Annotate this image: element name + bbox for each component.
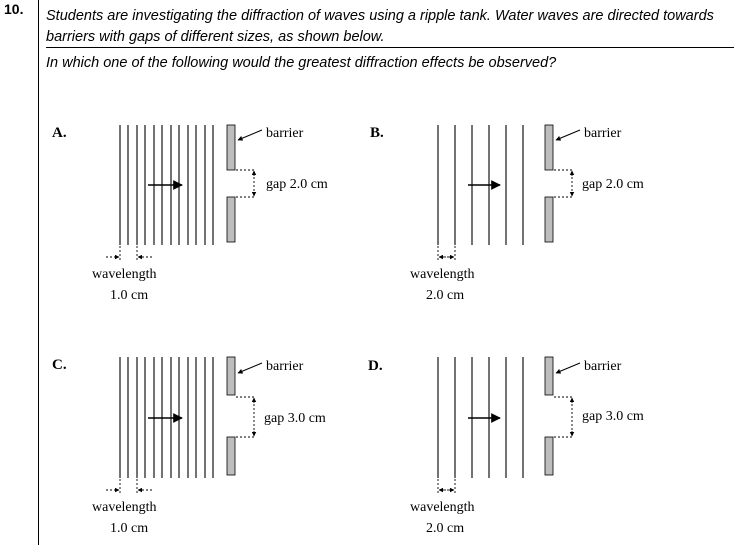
option-c-barrier-label: barrier — [266, 359, 304, 374]
option-a-wavelength-label: wavelength — [92, 267, 157, 282]
option-d-barrier-label: barrier — [584, 359, 622, 374]
option-a-wavelength-marker — [106, 246, 152, 262]
option-a-barrier-label: barrier — [266, 126, 304, 141]
option-c-barrier — [226, 356, 236, 476]
option-d-wavelength-value: 2.0 cm — [426, 521, 464, 536]
option-b-gap-label: gap 2.0 cm — [582, 177, 644, 192]
option-b-wavelength-value: 2.0 cm — [426, 288, 464, 303]
option-b-wavelength-marker — [437, 246, 456, 262]
option-d-wavefronts — [437, 357, 524, 478]
option-a-wavelength-value: 1.0 cm — [110, 288, 148, 303]
option-d-wavelength-marker — [437, 479, 456, 495]
option-c-wavelength-value: 1.0 cm — [110, 521, 148, 536]
option-c-gap-label: gap 3.0 cm — [264, 411, 326, 426]
option-d: D. barrier gap 3.0 cm wavelength 2.0 — [368, 356, 644, 536]
option-d-gap-marker — [554, 396, 575, 438]
option-d-barrier-pointer — [555, 362, 581, 374]
question-stem: Students are investigating the diffracti… — [46, 8, 714, 45]
question-prompt: In which one of the following would the … — [46, 55, 557, 71]
option-b-barrier — [544, 124, 554, 243]
option-d-barrier — [544, 356, 554, 476]
option-a-letter: A. — [52, 125, 67, 141]
option-d-letter: D. — [368, 358, 383, 374]
option-c-barrier-pointer — [237, 362, 263, 374]
option-a-barrier-pointer — [237, 129, 263, 141]
option-c-letter: C. — [52, 357, 67, 373]
margin-rule — [38, 0, 39, 545]
option-b-letter: B. — [370, 125, 384, 141]
option-b-barrier-label: barrier — [584, 126, 622, 141]
option-a-gap-marker — [236, 169, 257, 198]
option-c: C. barrier gap 3.0 cm — [52, 356, 326, 536]
option-a: A. barrier gap 2.0 cm — [52, 124, 328, 303]
option-c-wavelength-marker — [106, 479, 152, 495]
option-b-wavelength-label: wavelength — [410, 267, 475, 282]
question-number: 10. — [4, 1, 24, 17]
option-c-gap-marker — [236, 396, 257, 438]
option-c-wavelength-label: wavelength — [92, 500, 157, 515]
option-b: B. barrier gap 2.0 cm wavelength 2.0 — [370, 124, 644, 303]
option-d-wavelength-label: wavelength — [410, 500, 475, 515]
question-stem-block: Students are investigating the diffracti… — [46, 6, 726, 74]
option-d-gap-label: gap 3.0 cm — [582, 409, 644, 424]
option-b-gap-marker — [554, 169, 575, 198]
option-a-barrier — [226, 124, 236, 243]
option-a-gap-label: gap 2.0 cm — [266, 177, 328, 192]
option-b-barrier-pointer — [555, 129, 581, 141]
separator-line — [46, 47, 734, 48]
